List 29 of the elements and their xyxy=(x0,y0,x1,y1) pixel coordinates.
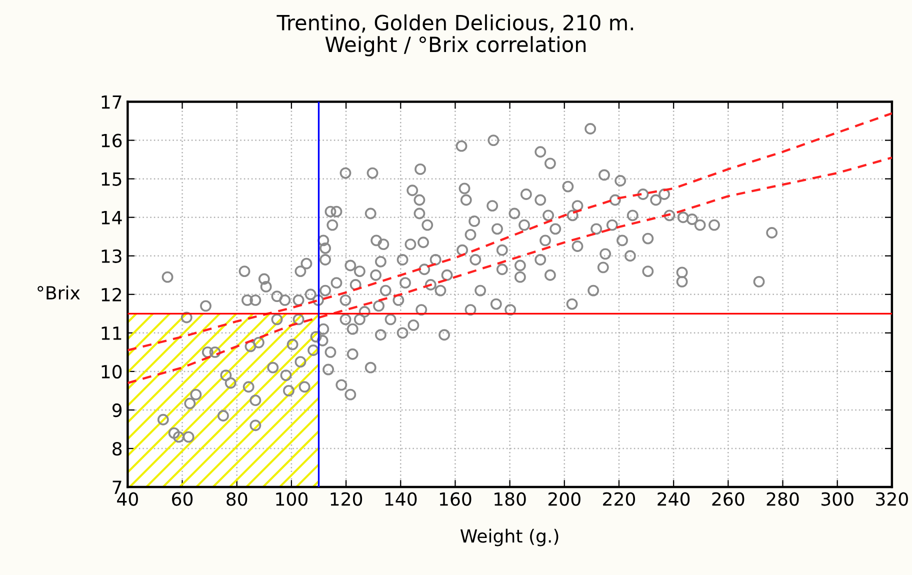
y-tick-label: 9 xyxy=(112,403,122,418)
y-tick-label: 15 xyxy=(102,172,122,186)
x-tick-label: 220 xyxy=(603,492,636,506)
y-tick-label: 16 xyxy=(102,134,122,148)
x-tick-label: 100 xyxy=(276,492,308,506)
x-tick-label: 300 xyxy=(821,492,854,506)
x-tick-label: 180 xyxy=(494,492,526,506)
x-tick-label: 200 xyxy=(548,492,580,506)
y-tick-label: 10 xyxy=(102,364,122,379)
y-tick-label: 14 xyxy=(102,211,122,224)
y-tick-label: 11 xyxy=(102,326,122,340)
y-axis-title: °Brix xyxy=(38,286,80,300)
x-tick-label: 320 xyxy=(876,492,908,506)
x-tick-label: 40 xyxy=(117,492,138,506)
x-tick-label: 280 xyxy=(766,492,799,506)
y-tick-label: 7 xyxy=(112,480,122,494)
x-tick-label: 60 xyxy=(172,492,193,506)
y-tick-label: 17 xyxy=(102,95,122,109)
y-tick-label: 13 xyxy=(102,249,122,263)
x-tick-label: 120 xyxy=(330,492,362,506)
y-tick-label: 12 xyxy=(102,288,122,302)
x-tick-label: 240 xyxy=(658,492,690,506)
x-tick-label: 140 xyxy=(385,492,417,506)
x-tick-label: 160 xyxy=(440,492,472,506)
x-tick-label: 260 xyxy=(712,492,744,506)
y-tick-label: 8 xyxy=(112,442,122,456)
x-tick-label: 80 xyxy=(226,492,248,506)
chart-title: Trentino, Golden Delicious, 210 m. Weight / °Brix correlation xyxy=(276,14,634,56)
x-axis-title: Weight (g.) xyxy=(460,528,558,546)
